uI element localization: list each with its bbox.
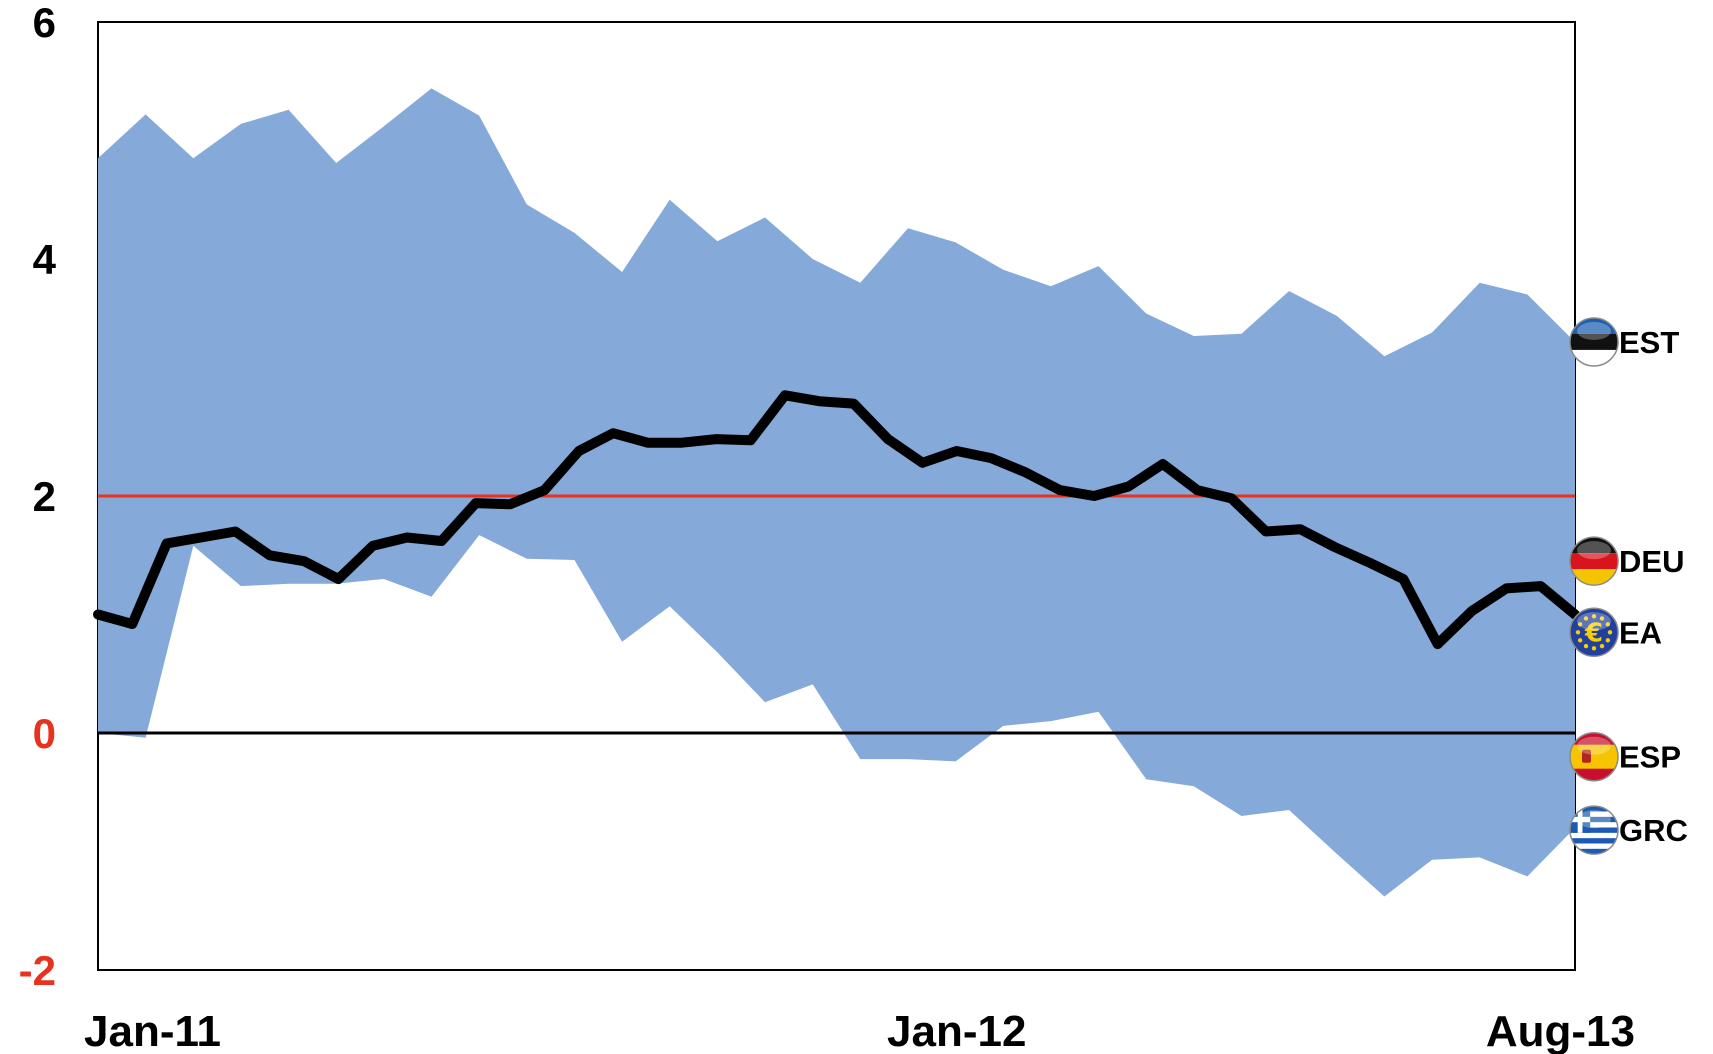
x-tick-label: Jan-11 (84, 1007, 221, 1054)
y-tick-label: 2 (33, 473, 56, 520)
marker-ea: € EA (1569, 607, 1662, 658)
greece-flag-icon (1569, 805, 1619, 855)
y-tick-label: 4 (33, 236, 57, 283)
germany-flag-icon (1569, 536, 1619, 586)
estonia-flag-icon (1569, 317, 1619, 367)
euro-area-flag-icon: € (1569, 607, 1619, 658)
y-tick-label: 6 (33, 0, 56, 46)
spain-flag-icon (1569, 731, 1619, 782)
marker-est: EST (1569, 317, 1679, 367)
marker-label: GRC (1619, 813, 1688, 848)
marker-grc: GRC (1569, 805, 1688, 855)
range-band-layer (98, 88, 1575, 897)
x-tick-label: Jan-12 (887, 1007, 1026, 1054)
range-band (98, 88, 1575, 897)
marker-label: EA (1619, 615, 1662, 650)
country-markers: EST DEU € EA ESP GRC (1569, 317, 1688, 855)
marker-esp: ESP (1569, 731, 1681, 782)
marker-label: ESP (1619, 740, 1681, 775)
marker-label: DEU (1619, 544, 1684, 579)
series-line-0 (93, 390, 1580, 650)
y-tick-label: -2 (19, 947, 56, 994)
y-tick-labels: 6 4 2 0 -2 (19, 0, 57, 994)
svg-text:€: € (1584, 618, 1603, 648)
y-tick-label: 0 (33, 710, 56, 757)
series-line-layer (93, 390, 1580, 650)
marker-label: EST (1619, 325, 1679, 360)
reference-lines-layer (98, 494, 1575, 735)
x-tick-labels: Jan-11 Jan-12 Aug-13 (84, 1007, 1635, 1054)
x-tick-label: Aug-13 (1486, 1007, 1635, 1054)
marker-deu: DEU (1569, 536, 1684, 586)
